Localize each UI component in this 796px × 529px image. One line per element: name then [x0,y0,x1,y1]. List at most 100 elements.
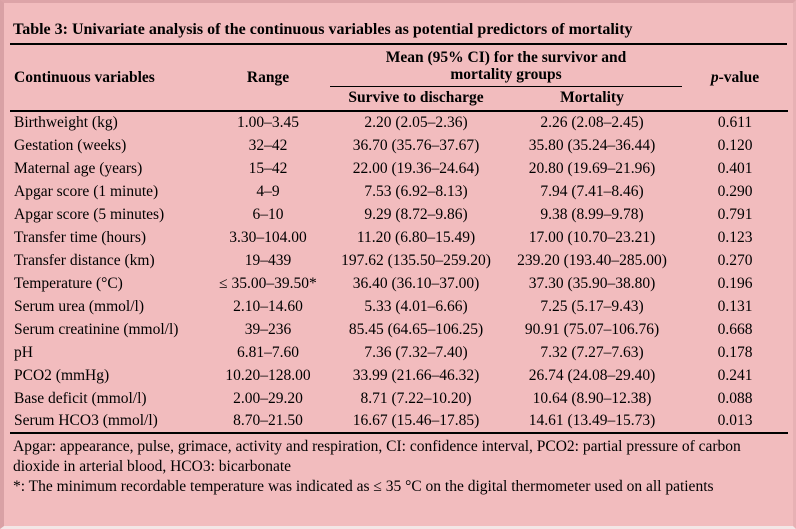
cell-variable: Birthweight (kg) [14,114,118,131]
cell-p: 0.791 [717,205,753,223]
cell-range: 8.70–21.50 [206,410,330,434]
cell-survive: 7.53 (6.92–8.13) [364,182,468,200]
col-header-continuous-variables: Continuous variables [10,45,206,112]
table-row: Apgar score (1 minute) 4–9 7.53 (6.92–8.13… [10,180,788,203]
cell-range: 6–10 [252,205,284,223]
p-value-rest: -value [718,68,760,86]
cell-mortality: 239.20 (193.40–285.00) [517,251,667,269]
cell-range: 32–42 [248,136,288,154]
cell-survive: 5.33 (4.01–6.66) [364,297,468,315]
cell-mortality: 7.94 (7.41–8.46) [540,182,644,200]
cell-variable: Transfer distance (km) [14,251,155,269]
cell-mortality: 20.80 (19.69–21.96) [528,159,656,177]
header-row-top: Continuous variables Range Mean (95% CI)… [10,45,788,112]
cell-p: 0.270 [717,251,753,269]
cell-mortality: 17.00 (10.70–23.21) [528,228,656,246]
cell-range: 10.20–128.00 [225,366,311,384]
table-row: Gestation (weeks) 32–42 36.70 (35.76–37.67… [10,134,788,157]
cell-range: ≤ 35.00–39.50* [219,274,317,292]
p-value-italic-p: p [710,68,719,86]
cell-range: 2.00–29.20 [233,389,303,407]
table-title: Table 3: Univariate analysis of the cont… [10,3,787,45]
cell-variable: Apgar score (1 minute) [14,182,159,200]
table-row: Base deficit (mmol/l) 2.00–29.20 8.71 (7.2… [10,387,788,410]
cell-mortality: 14.61 (13.49–15.73) [502,410,682,434]
footnote-asterisk: *: The minimum recordable temperature wa… [13,478,714,495]
cell-p: 0.123 [717,228,753,246]
cell-variable: Apgar score (5 minutes) [14,205,165,223]
cell-variable: Serum creatinine (mmol/l) [14,320,179,338]
cell-mortality: 35.80 (35.24–36.44) [528,136,656,154]
cell-range: 3.30–104.00 [229,228,307,246]
header-row-sub: Survive to discharge Mortality [10,86,788,112]
cell-mortality: 10.64 (8.90–12.38) [532,389,652,407]
cell-variable: Serum HCO3 (mmol/l) [10,410,206,434]
cell-survive: 36.70 (35.76–37.67) [352,136,480,154]
cell-p: 0.241 [717,366,753,384]
table-row: PCO2 (mmHg) 10.20–128.00 33.99 (21.66–46.3… [10,364,788,387]
table-row: pH 6.81–7.60 7.36 (7.32–7.40) 7.32 (7.27–7.… [10,341,788,364]
cell-p: 0.013 [682,410,788,434]
cell-p: 0.131 [717,297,753,315]
table-row: Transfer distance (km) 19–439 197.62 (135.… [10,249,788,272]
table-header: Continuous variables Range Mean (95% CI)… [10,45,788,112]
cell-variable: Temperature (°C) [14,274,123,292]
cell-p: 0.290 [717,182,753,200]
univariate-table: Continuous variables Range Mean (95% CI)… [10,45,788,434]
cell-survive: 8.71 (7.22–10.20) [360,389,472,407]
cell-p: 0.120 [717,136,753,154]
cell-survive: 85.45 (64.65–106.25) [348,320,484,338]
table-row: Transfer time (hours) 3.30–104.00 11.20 (6… [10,226,788,249]
footnotes: Apgar: appearance, pulse, grimace, activ… [10,437,787,497]
cell-range: 4–9 [256,182,280,200]
cell-p: 0.611 [717,114,753,131]
cell-variable: Transfer time (hours) [14,228,147,246]
cell-variable: Maternal age (years) [14,159,143,177]
table-row: Birthweight (kg) 1.00–3.45 2.20 (2.05–2.36… [10,111,788,134]
cell-range: 15–42 [248,159,288,177]
table-row: Serum HCO3 (mmol/l) 8.70–21.50 16.67 (15.4… [10,410,788,434]
cell-range: 2.10–14.60 [233,297,303,315]
cell-mortality: 7.25 (5.17–9.43) [540,297,644,315]
cell-survive: 36.40 (36.10–37.00) [352,274,480,292]
cell-mortality: 26.74 (24.08–29.40) [528,366,656,384]
cell-survive: 22.00 (19.36–24.64) [352,159,480,177]
cell-survive: 9.29 (8.72–9.86) [364,205,468,223]
cell-mortality: 2.26 (2.08–2.45) [540,114,644,131]
col-header-range: Range [206,45,330,112]
cell-range: 1.00–3.45 [237,114,299,131]
cell-range: 39–236 [244,320,292,338]
cell-survive: 11.20 (6.80–15.49) [356,228,476,246]
cell-variable: pH [14,343,33,361]
cell-mortality: 90.91 (75.07–106.76) [524,320,660,338]
cell-mortality: 9.38 (8.99–9.78) [540,205,644,223]
footnote-abbreviations: Apgar: appearance, pulse, grimace, activ… [13,438,741,475]
cell-p: 0.401 [717,159,753,177]
cell-p: 0.178 [717,343,753,361]
cell-variable: Serum urea (mmol/l) [14,297,144,315]
table-row: Serum urea (mmol/l) 2.10–14.60 5.33 (4.01–… [10,295,788,318]
cell-survive: 7.36 (7.32–7.40) [364,343,468,361]
col-header-mortality: Mortality [502,86,682,112]
table-row: Apgar score (5 minutes) 6–10 9.29 (8.72–9.… [10,203,788,226]
col-header-survive-to-discharge: Survive to discharge [330,86,502,112]
group-header-text: Mean (95% CI) for the survivor and morta… [385,49,627,83]
cell-survive: 197.62 (135.50–259.20) [341,251,491,269]
table-row: Serum creatinine (mmol/l) 39–236 85.45 (64… [10,318,788,341]
cell-mortality: 37.30 (35.90–38.80) [528,274,656,292]
col-header-p-value: p-value [682,45,788,112]
cell-range: 6.81–7.60 [237,343,299,361]
cell-survive: 16.67 (15.46–17.85) [330,410,502,434]
cell-p: 0.668 [717,320,753,338]
table-row: Temperature (°C) ≤ 35.00–39.50* 36.40 (36.… [10,272,788,295]
cell-p: 0.196 [717,274,753,292]
cell-p: 0.088 [717,389,753,407]
cell-survive: 33.99 (21.66–46.32) [352,366,480,384]
cell-variable: Base deficit (mmol/l) [14,389,147,407]
col-header-group-mean-ci: Mean (95% CI) for the survivor and morta… [330,45,682,87]
cell-range: 19–439 [244,251,292,269]
cell-mortality: 7.32 (7.27–7.63) [540,343,644,361]
table-row: Maternal age (years) 15–42 22.00 (19.36–24… [10,157,788,180]
table-body: Birthweight (kg) 1.00–3.45 2.20 (2.05–2.36… [10,111,788,434]
